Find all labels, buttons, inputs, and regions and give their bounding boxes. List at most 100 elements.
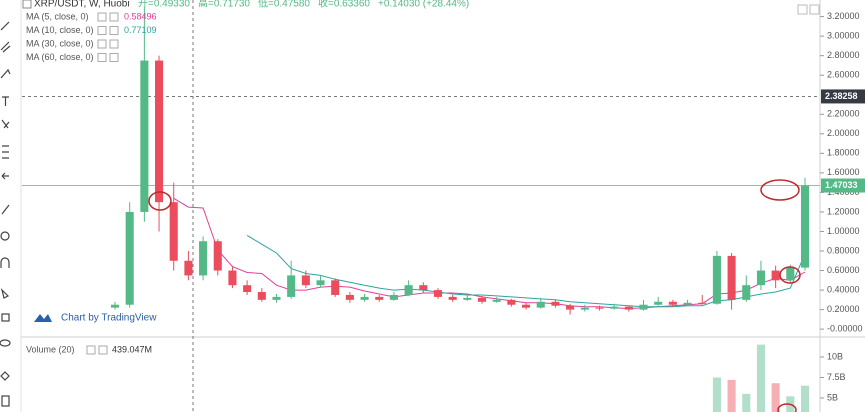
candle-body [243, 285, 252, 293]
legend-button[interactable] [97, 26, 107, 35]
candle-body [712, 255, 721, 304]
candle-body [155, 60, 164, 203]
y-tick-label: 0.60000 [827, 265, 860, 275]
ohlc-value: 收=0.63360 [318, 0, 370, 10]
tool-icon[interactable] [0, 288, 10, 299]
volume-bar [742, 393, 751, 412]
legend-button[interactable] [97, 39, 107, 49]
annotations [148, 179, 801, 412]
pane-button[interactable] [809, 4, 820, 15]
candle-body [595, 307, 604, 309]
volume-title: Volume (20) [26, 344, 75, 354]
candle-body [301, 275, 310, 286]
candle-body [624, 306, 633, 310]
tool-icon[interactable] [1, 172, 9, 180]
last-price: 1.47033 [825, 180, 858, 190]
candle-body [492, 299, 501, 302]
pane-button[interactable] [98, 345, 108, 355]
price-pane [22, 6, 820, 315]
candle-body [316, 280, 325, 286]
tool-icon[interactable] [1, 204, 10, 215]
tool-icon[interactable] [0, 339, 11, 347]
tool-icon[interactable] [2, 145, 9, 159]
tool-icon[interactable] [0, 41, 11, 53]
volume-value: 439.047M [112, 344, 152, 354]
crosshair-tag [821, 89, 865, 104]
tool-icon[interactable] [1, 119, 10, 129]
candle-body [756, 270, 765, 286]
last-price-tag [821, 178, 865, 193]
y-tick-label: 0.20000 [827, 304, 860, 314]
y-tick-label: 1.60000 [827, 167, 860, 177]
candle-body [360, 296, 369, 300]
candle-body [800, 185, 810, 268]
volume-tick-label: 10B [827, 351, 843, 361]
candle-body [169, 202, 178, 261]
ohlc-value: +0.14030 (+28.44%) [378, 0, 469, 10]
volume-tick-label: 7.5B [827, 372, 846, 382]
tool-icon[interactable] [0, 21, 10, 31]
candle-body [522, 304, 531, 308]
candle-body [257, 292, 266, 300]
candle-body [213, 241, 222, 271]
candle-body [228, 270, 237, 286]
candle-body [184, 260, 193, 276]
tool-icon[interactable] [0, 68, 11, 79]
tool-icon[interactable] [1, 313, 10, 322]
tool-icon[interactable] [1, 395, 10, 407]
candle-body [140, 60, 149, 212]
tool-icon[interactable] [0, 231, 10, 241]
annotation-ellipse [777, 403, 797, 412]
candle-body [683, 302, 692, 305]
candle-body [654, 301, 663, 305]
y-tick-label: 3.00000 [827, 31, 860, 41]
pane-button[interactable] [797, 4, 808, 15]
ohlc-value: 高=0.71730 [198, 0, 250, 10]
tool-icon[interactable] [2, 96, 9, 106]
tool-icon[interactable] [0, 257, 10, 268]
legend-button[interactable] [109, 53, 119, 62]
candle-body [345, 294, 354, 300]
candle-body [742, 285, 751, 300]
candle-body [448, 296, 457, 300]
legend-button[interactable] [109, 39, 119, 49]
legend-value: 0.77109 [124, 25, 157, 35]
volume-bar [756, 344, 765, 412]
legend-button[interactable] [97, 12, 107, 22]
legend-label: MA (5, close, 0) [26, 11, 89, 21]
volume-bar [727, 379, 736, 412]
y-tick-label: 1.80000 [827, 148, 860, 158]
candle-body [125, 211, 134, 305]
tool-icon[interactable] [0, 371, 10, 381]
pane-button[interactable] [86, 345, 96, 355]
legend: MA (5, close, 0) 0.58496 MA (10, close, 0)… [26, 11, 157, 62]
ohlc-readout: 开=0.49330 高=0.71730 低=0.47580 收=0.63360 +0.1… [138, 0, 469, 10]
candle-body [771, 270, 780, 281]
candle-body [727, 255, 736, 300]
annotation-ellipse [760, 179, 800, 201]
watermark: Chart by TradingView [61, 313, 157, 324]
ohlc-value: 低=0.47580 [258, 0, 310, 10]
ohlc-value: 开=0.49330 [138, 0, 190, 10]
legend-label: MA (60, close, 0) [26, 52, 94, 62]
y-tick-label: 2.20000 [827, 109, 860, 119]
legend-label: MA (10, close, 0) [26, 25, 94, 35]
legend-button[interactable] [97, 53, 107, 62]
volume-tick-label: 5B [827, 392, 838, 402]
candle-body [287, 275, 296, 297]
candle-body [580, 307, 589, 310]
y-tick-label: 2.80000 [827, 50, 860, 60]
legend-button[interactable] [109, 12, 119, 22]
candle-body [477, 297, 487, 302]
legend-button[interactable] [109, 26, 119, 35]
volume-bar [771, 383, 780, 412]
candle-body [610, 306, 619, 309]
candle-body [463, 297, 472, 300]
y-tick-label: 0.80000 [827, 245, 860, 255]
toolbar [0, 21, 11, 407]
candle-body [551, 301, 560, 306]
symbol-title: XRP/USDT, W, Huobi [34, 0, 130, 10]
collapse-icon[interactable] [22, 0, 32, 9]
candle-body [331, 280, 340, 295]
